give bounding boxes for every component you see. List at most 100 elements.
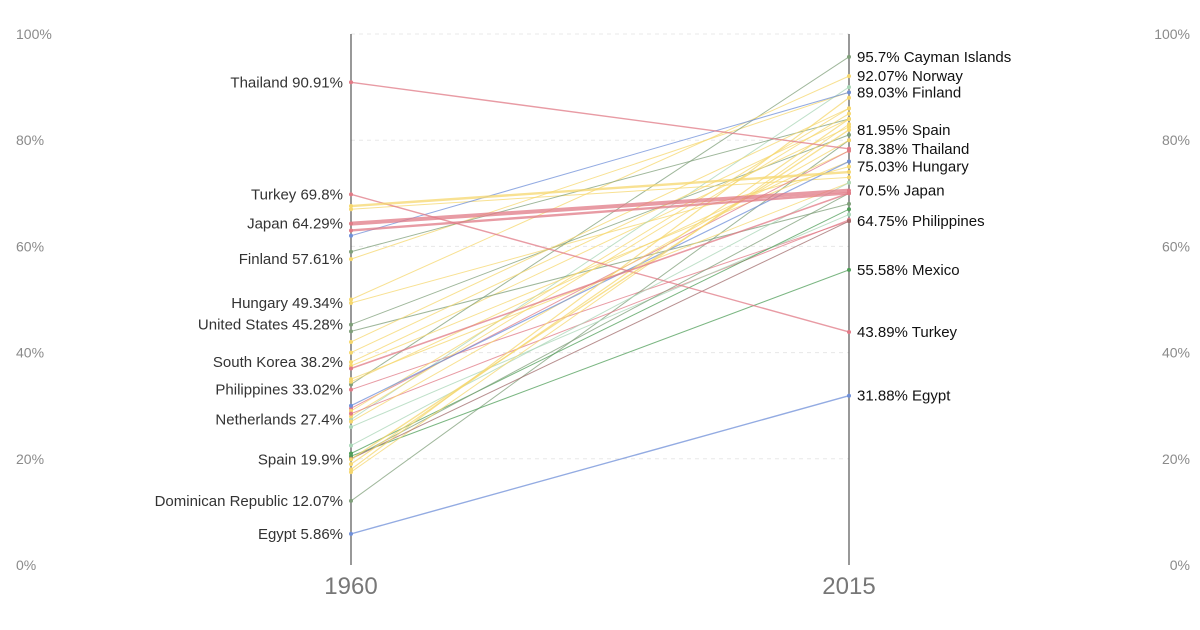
point-2015: [847, 393, 851, 398]
series-line: [350, 170, 850, 208]
series-line: [350, 192, 850, 232]
point-1960: [349, 366, 353, 371]
point-2015: [847, 74, 851, 79]
series-line: [350, 91, 850, 237]
point-1960: [349, 350, 353, 355]
series-line: [350, 203, 850, 332]
right-data-label: 55.58% Mexico: [857, 262, 960, 279]
y-tick-label: 60%: [1162, 238, 1190, 254]
right-value-labels: 95.7% Cayman Islands 92.07% Norway89.03% …: [857, 49, 1011, 405]
series-line: [350, 192, 850, 370]
y-tick-label: 40%: [1162, 345, 1190, 361]
point-1960: [349, 228, 353, 233]
y-tick-label: 80%: [1162, 132, 1190, 148]
point-2015: [847, 175, 851, 180]
point-1960: [349, 329, 353, 334]
point-2015: [847, 267, 851, 272]
series-line: [350, 208, 850, 454]
series-line: [350, 118, 850, 354]
point-2015: [847, 138, 851, 143]
point-2015: [847, 111, 851, 116]
point-1960: [349, 424, 353, 429]
series-line: [350, 118, 850, 465]
point-1960: [349, 221, 353, 226]
series-line: [350, 219, 850, 415]
point-1960: [349, 411, 353, 416]
right-data-label: 78.38% Thailand: [857, 141, 969, 158]
point-2015: [847, 146, 851, 151]
point-2015: [847, 164, 851, 169]
series-line: [350, 150, 850, 383]
left-data-label: Dominican Republic 12.07%: [155, 493, 343, 510]
left-data-label: Spain 19.9%: [258, 451, 343, 468]
left-data-label: Philippines 33.02%: [215, 382, 343, 399]
series-line: [350, 188, 850, 226]
point-2015: [847, 95, 851, 100]
point-1960: [349, 339, 353, 344]
point-2015: [847, 207, 851, 212]
point-2015: [847, 127, 851, 132]
point-2015: [847, 219, 851, 224]
gridlines: [351, 33, 849, 460]
point-1960: [349, 360, 353, 365]
left-data-label: Thailand 90.91%: [230, 74, 343, 91]
right-data-label: 64.75% Philippines: [857, 213, 985, 230]
right-data-label: 95.7% Cayman Islands: [857, 49, 1011, 66]
point-1960: [349, 379, 353, 384]
series-line: [350, 166, 850, 304]
y-tick-labels-left: 0% 20% 40% 60% 80% 100%: [16, 26, 52, 573]
point-2015: [847, 106, 851, 111]
left-data-label: Egypt 5.86%: [258, 526, 343, 543]
left-data-label: Turkey 69.8%: [251, 186, 343, 203]
point-2015: [847, 132, 851, 137]
series-line: [350, 193, 850, 333]
y-tick-label: 0%: [1170, 557, 1190, 573]
right-data-label: 43.89% Turkey: [857, 324, 958, 341]
point-1960: [349, 403, 353, 408]
point-1960: [349, 531, 353, 536]
point-1960: [349, 80, 353, 85]
left-value-labels: Thailand 90.91% Turkey 69.8% Japan 64.29% F…: [155, 74, 343, 543]
point-2015: [847, 170, 851, 175]
y-tick-label: 80%: [16, 132, 44, 148]
x-label-2015: 2015: [822, 573, 875, 600]
series-line: [350, 123, 850, 473]
series-line: [350, 220, 850, 391]
point-2015: [847, 122, 851, 127]
right-data-label: 89.03% Finland: [857, 84, 961, 101]
point-1960: [349, 257, 353, 262]
series-line: [350, 56, 850, 385]
point-2015: [847, 90, 851, 95]
endpoint-dots: [349, 54, 851, 536]
point-1960: [349, 387, 353, 392]
series-line: [350, 269, 850, 457]
slope-lines: [350, 56, 850, 535]
right-data-label: 75.03% Hungary: [857, 159, 969, 176]
point-1960: [349, 462, 353, 467]
series-line: [350, 182, 850, 446]
point-2015: [847, 212, 851, 217]
left-data-label: Japan 64.29%: [247, 216, 343, 233]
series-line: [350, 86, 850, 420]
point-2015: [847, 201, 851, 206]
point-1960: [349, 204, 353, 209]
point-2015: [847, 54, 851, 59]
x-label-1960: 1960: [324, 573, 377, 600]
series-line: [350, 75, 850, 300]
series-line: [350, 97, 850, 470]
point-1960: [349, 301, 353, 306]
series-line: [350, 91, 850, 260]
point-1960: [349, 322, 353, 327]
left-data-label: Finland 57.61%: [239, 251, 343, 268]
series-line: [350, 129, 850, 460]
y-tick-label: 40%: [16, 345, 44, 361]
point-2015: [847, 116, 851, 121]
point-1960: [349, 457, 353, 462]
series-line: [350, 134, 850, 326]
point-1960: [349, 249, 353, 254]
y-tick-label: 0%: [16, 557, 36, 573]
series-line: [350, 113, 850, 417]
y-tick-labels-right: 0% 20% 40% 60% 80% 100%: [1154, 26, 1190, 573]
point-1960: [349, 498, 353, 503]
point-1960: [349, 451, 353, 456]
